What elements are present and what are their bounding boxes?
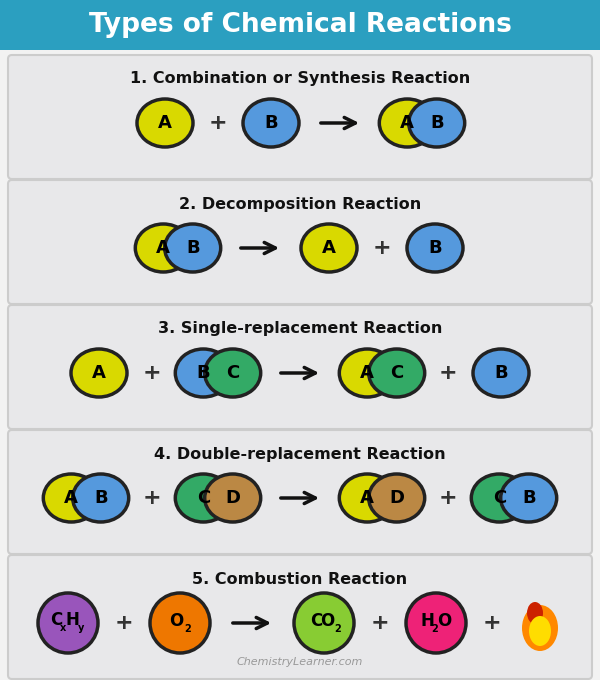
Ellipse shape	[406, 593, 466, 653]
Ellipse shape	[522, 605, 558, 651]
Ellipse shape	[529, 616, 551, 646]
Text: Types of Chemical Reactions: Types of Chemical Reactions	[89, 12, 511, 38]
Text: C: C	[50, 611, 62, 629]
Ellipse shape	[527, 602, 543, 624]
Ellipse shape	[368, 474, 425, 522]
Text: A: A	[157, 239, 170, 257]
Ellipse shape	[71, 349, 127, 397]
FancyBboxPatch shape	[0, 0, 600, 50]
Text: O: O	[169, 612, 183, 630]
Ellipse shape	[340, 349, 395, 397]
Ellipse shape	[473, 349, 529, 397]
Text: +: +	[482, 613, 502, 633]
Ellipse shape	[137, 99, 193, 147]
Text: B: B	[494, 364, 508, 382]
Text: A: A	[361, 489, 374, 507]
Ellipse shape	[340, 474, 395, 522]
Text: +: +	[143, 363, 161, 383]
Text: A: A	[64, 489, 78, 507]
FancyBboxPatch shape	[8, 555, 592, 679]
Text: O: O	[320, 612, 334, 630]
Ellipse shape	[43, 474, 100, 522]
Text: +: +	[439, 488, 457, 508]
Text: D: D	[389, 489, 404, 507]
Ellipse shape	[409, 99, 465, 147]
Text: H: H	[65, 611, 79, 629]
Text: B: B	[428, 239, 442, 257]
Text: A: A	[158, 114, 172, 132]
Text: B: B	[430, 114, 443, 132]
Text: 2. Decomposition Reaction: 2. Decomposition Reaction	[179, 197, 421, 211]
FancyBboxPatch shape	[8, 180, 592, 304]
Ellipse shape	[150, 593, 210, 653]
Ellipse shape	[205, 349, 260, 397]
Ellipse shape	[379, 99, 436, 147]
Text: A: A	[361, 364, 374, 382]
Ellipse shape	[301, 224, 357, 272]
Text: A: A	[400, 114, 414, 132]
Text: 2: 2	[431, 624, 439, 634]
Ellipse shape	[407, 224, 463, 272]
Text: +: +	[143, 488, 161, 508]
FancyBboxPatch shape	[8, 430, 592, 554]
Ellipse shape	[294, 593, 354, 653]
Ellipse shape	[501, 474, 557, 522]
Text: D: D	[225, 489, 240, 507]
Text: B: B	[196, 364, 210, 382]
Text: y: y	[78, 623, 84, 633]
Text: C: C	[197, 489, 210, 507]
Text: 3. Single-replacement Reaction: 3. Single-replacement Reaction	[158, 322, 442, 337]
Ellipse shape	[175, 349, 232, 397]
Text: A: A	[322, 239, 336, 257]
Text: ChemistryLearner.com: ChemistryLearner.com	[237, 657, 363, 667]
Text: 1. Combination or Synthesis Reaction: 1. Combination or Synthesis Reaction	[130, 71, 470, 86]
Text: B: B	[94, 489, 107, 507]
Text: +: +	[209, 113, 227, 133]
Ellipse shape	[73, 474, 128, 522]
Text: A: A	[92, 364, 106, 382]
Ellipse shape	[175, 474, 232, 522]
Ellipse shape	[243, 99, 299, 147]
Text: x: x	[60, 623, 66, 633]
Text: O: O	[437, 612, 451, 630]
Ellipse shape	[38, 593, 98, 653]
Text: C: C	[493, 489, 506, 507]
Text: C: C	[310, 612, 322, 630]
Ellipse shape	[368, 349, 425, 397]
Text: 4. Double-replacement Reaction: 4. Double-replacement Reaction	[154, 447, 446, 462]
Text: B: B	[264, 114, 278, 132]
Text: B: B	[186, 239, 200, 257]
Text: +: +	[439, 363, 457, 383]
FancyBboxPatch shape	[8, 305, 592, 429]
Ellipse shape	[164, 224, 221, 272]
Text: +: +	[115, 613, 133, 633]
Ellipse shape	[136, 224, 191, 272]
Text: 2: 2	[185, 624, 191, 634]
Text: C: C	[390, 364, 403, 382]
Text: C: C	[226, 364, 239, 382]
Text: 2: 2	[335, 624, 341, 634]
Text: +: +	[371, 613, 389, 633]
Text: B: B	[522, 489, 536, 507]
Ellipse shape	[205, 474, 260, 522]
Ellipse shape	[472, 474, 527, 522]
FancyBboxPatch shape	[8, 55, 592, 179]
Text: H: H	[420, 612, 434, 630]
Text: +: +	[373, 238, 391, 258]
Text: 5. Combustion Reaction: 5. Combustion Reaction	[193, 571, 407, 586]
